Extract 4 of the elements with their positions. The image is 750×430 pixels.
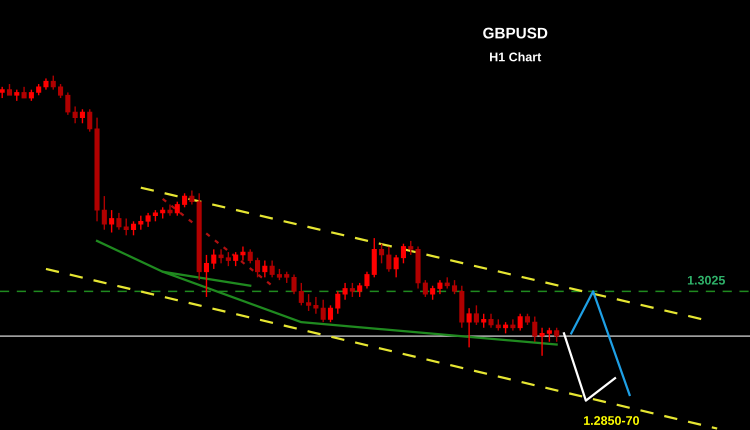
text: 1.2850-70 [584,416,640,425]
chart-subtitle: H1 Chart [490,52,542,62]
chart-title: GBPUSD [483,28,548,38]
annotation: 1.3025 [688,276,725,285]
